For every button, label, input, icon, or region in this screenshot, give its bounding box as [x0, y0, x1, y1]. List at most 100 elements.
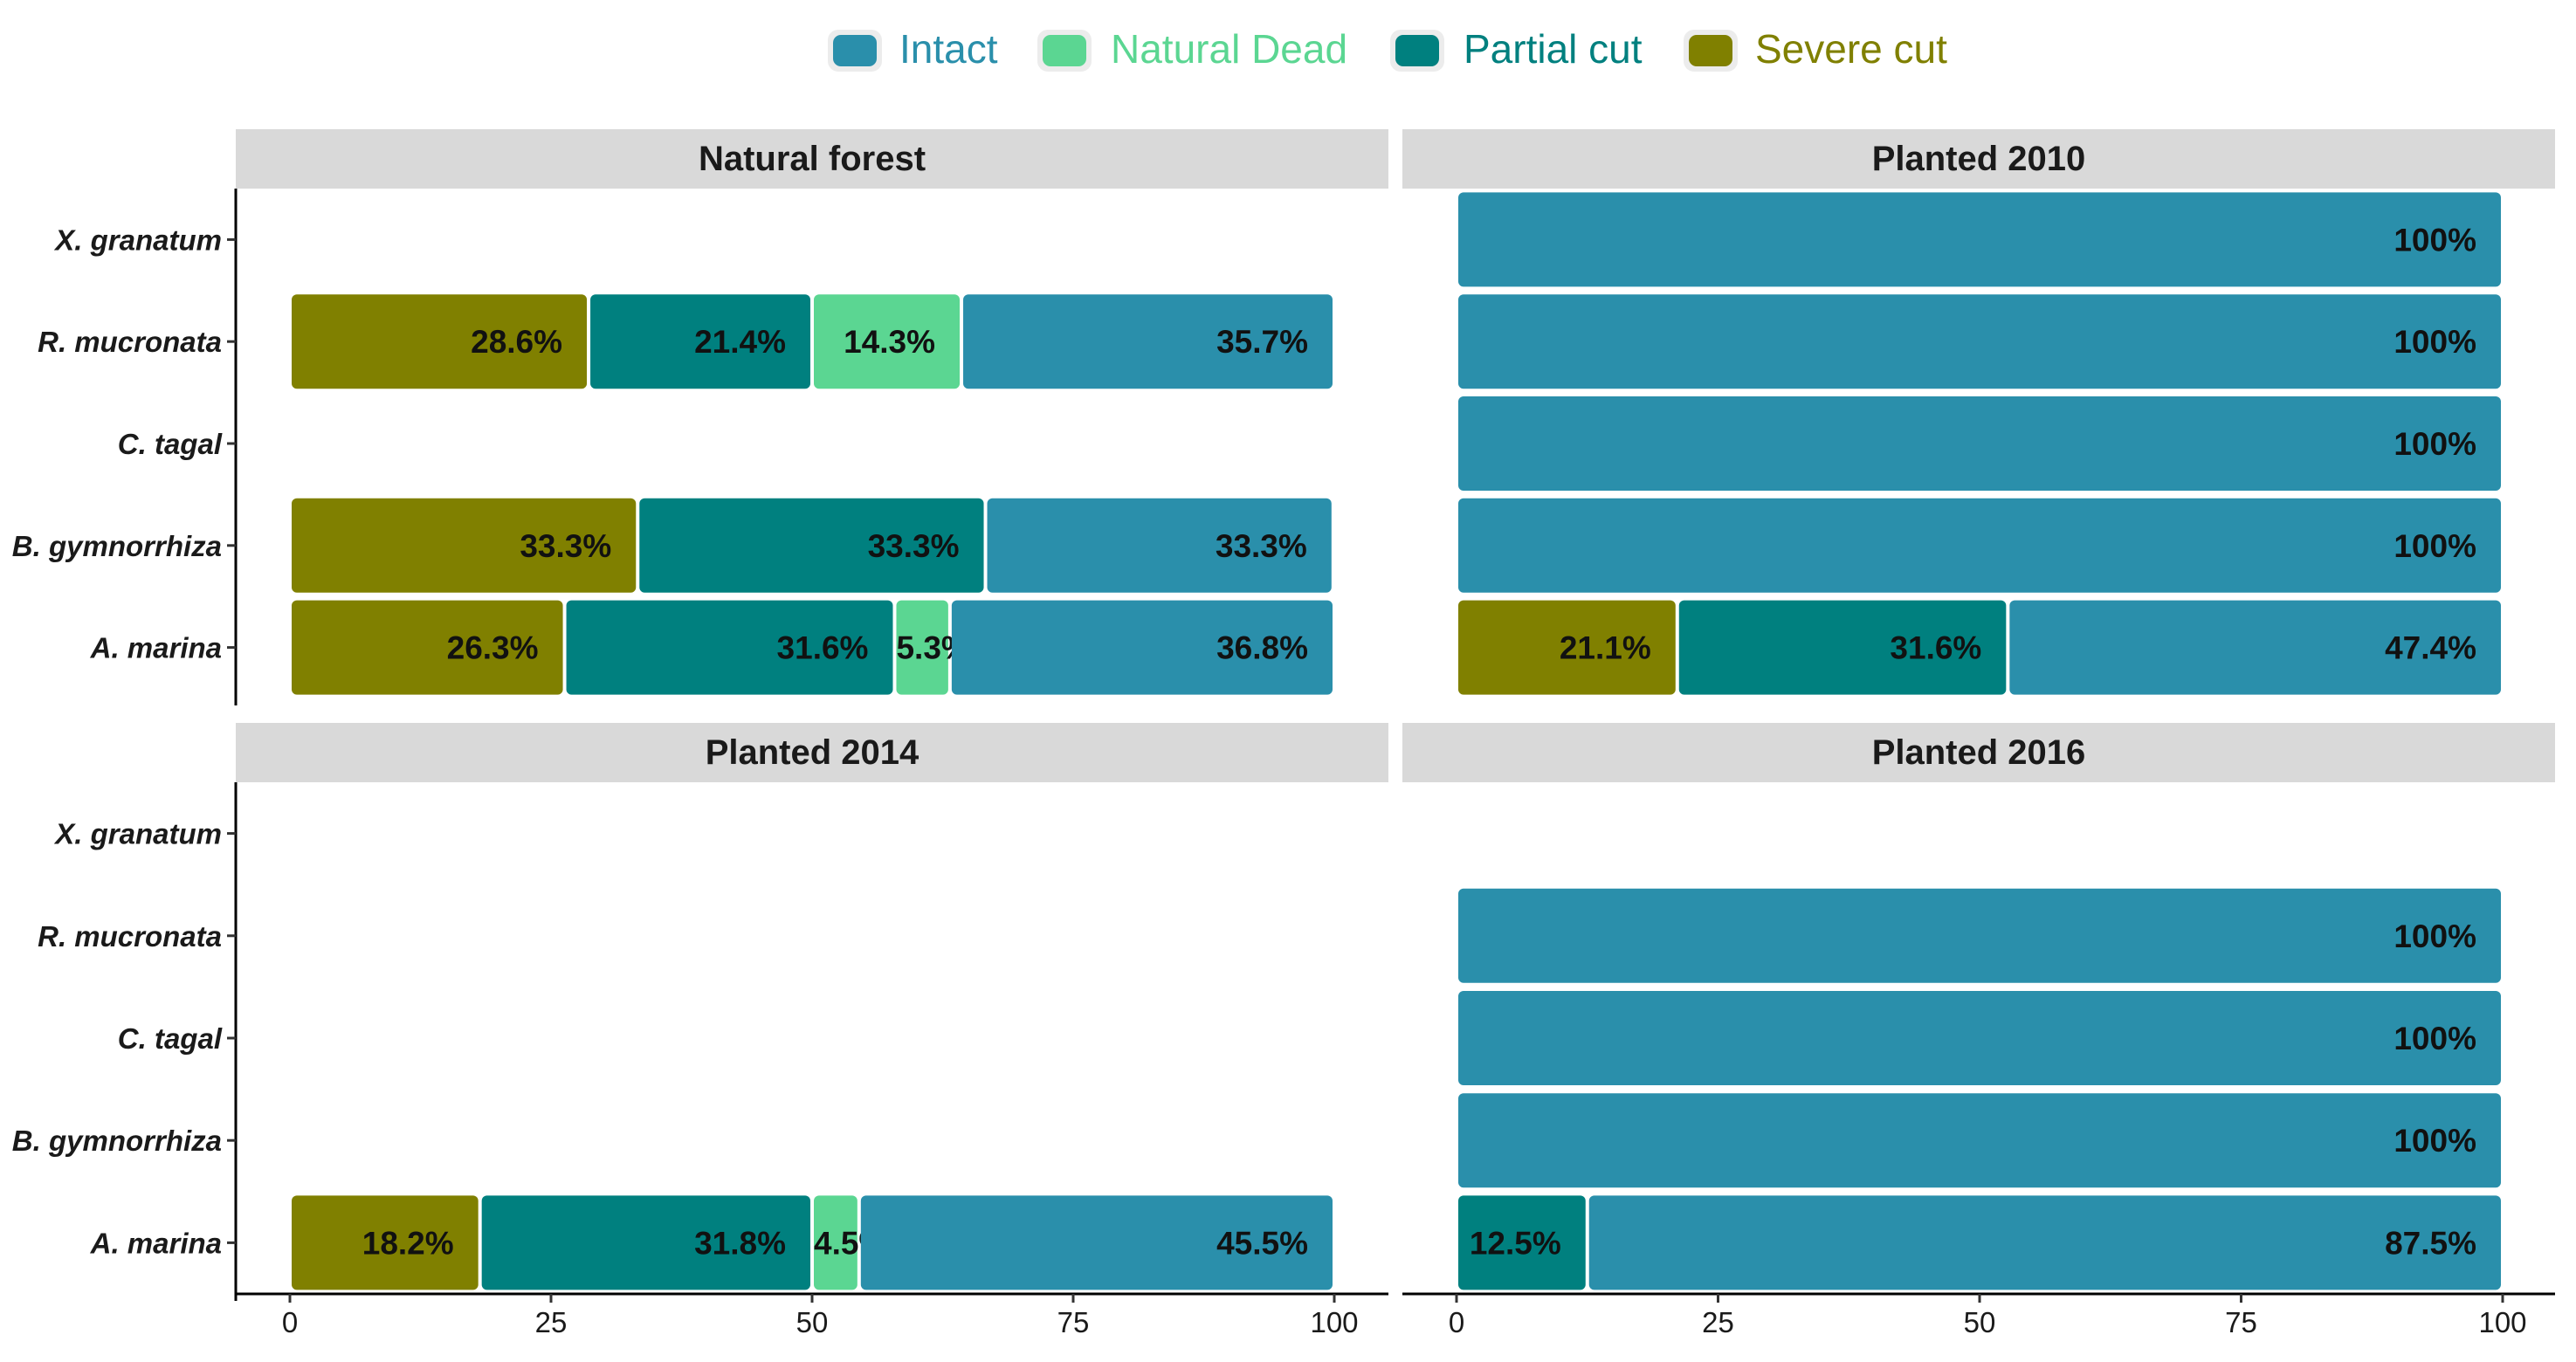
bar-segment-severe [1458, 600, 1676, 695]
bar-value-label: 87.5% [2385, 1225, 2476, 1261]
bar-value-label: 100% [2393, 1021, 2476, 1056]
y-tick-label: R. mucronata [38, 326, 222, 358]
bar-value-label: 21.1% [1560, 630, 1651, 666]
y-tick-label: A. marina [90, 632, 222, 664]
bar-c-tagal: 100% [1458, 991, 2501, 1085]
legend-label-severe-cut: Severe cut [1755, 26, 1947, 72]
y-tick-label: C. tagal [118, 1022, 223, 1055]
legend-swatch-intact [833, 35, 877, 66]
bar-a-marina: 21.1% 31.6% 47.4% [1458, 600, 2501, 695]
bar-value-label: 100% [2393, 324, 2476, 360]
bar-segment-natural [814, 294, 961, 389]
bar-c-tagal: 100% [1458, 396, 2501, 491]
bar-x-granatum: 100% [1458, 192, 2501, 287]
bar-value-label: 14.3% [844, 324, 935, 360]
bar-segment-severe [292, 1195, 479, 1290]
bar-b-gymnorrhiza: 33.3% 33.3% 33.3% [292, 498, 1332, 593]
bar-value-label: 100% [2393, 528, 2476, 564]
legend-swatch-natural-dead [1043, 35, 1086, 66]
bar-value-label: 100% [2393, 222, 2476, 258]
bar-value-label: 35.7% [1216, 324, 1308, 360]
bar-value-label: 100% [2393, 1123, 2476, 1159]
x-tick-label: 75 [1057, 1306, 1090, 1338]
bar-value-label: 33.3% [1216, 528, 1307, 564]
x-tick-label: 50 [796, 1306, 829, 1338]
bar-value-label: 100% [2393, 918, 2476, 954]
x-tick-label: 0 [1449, 1306, 1464, 1338]
bar-value-label: 33.3% [520, 528, 611, 564]
panel-strip [1402, 129, 2555, 189]
bar-segment-intact [1458, 192, 2501, 287]
bar-value-label: 28.6% [471, 324, 562, 360]
bar-r-mucronata: 100% [1458, 294, 2501, 389]
x-tick-label: 25 [1702, 1306, 1734, 1338]
panel-strip [236, 723, 1388, 782]
bar-r-mucronata: 28.6% 21.4% 14.3% 35.7% [292, 294, 1333, 389]
bar-segment-intact [1458, 294, 2501, 389]
panel-planted-2010: Planted 2010 100% 100% 100% 100% 21.1% 31.6% 47… [1402, 129, 2555, 695]
legend-label-natural-dead: Natural Dead [1111, 26, 1347, 72]
panel-title: Natural forest [699, 140, 926, 178]
bar-r-mucronata: 100% [1458, 888, 2501, 983]
bar-segment-intact [1458, 1093, 2501, 1188]
panel-planted-2016: Planted 2016 0 25 50 75 100 100% 100% 100% 12.5% 8… [1402, 723, 2555, 1338]
bar-segment-partial [481, 1195, 810, 1290]
bar-segment-intact [860, 1195, 1333, 1290]
panel-strip [1402, 723, 2555, 782]
bar-segment-natural [814, 1195, 858, 1290]
bar-value-label: 33.3% [868, 528, 960, 564]
bar-segment-partial [1458, 1195, 1586, 1290]
bar-segment-severe [292, 498, 637, 593]
x-tick-label: 25 [535, 1306, 568, 1338]
panel-title: Planted 2010 [1872, 140, 2086, 178]
bar-value-label: 18.2% [362, 1225, 454, 1261]
x-tick-label: 50 [1964, 1306, 1996, 1338]
bar-value-label: 36.8% [1216, 630, 1308, 666]
legend-swatch-partial-cut [1395, 35, 1439, 66]
bar-segment-partial [1678, 600, 2007, 695]
bar-segment-natural [896, 600, 948, 695]
bar-segment-intact [963, 294, 1333, 389]
panel-title: Planted 2014 [706, 733, 920, 772]
bar-segment-intact [1458, 498, 2501, 593]
bar-b-gymnorrhiza: 100% [1458, 1093, 2501, 1188]
bar-segment-intact [1458, 396, 2501, 491]
bar-a-marina: 12.5% 87.5% [1458, 1195, 2501, 1290]
bar-value-label: 31.6% [777, 630, 869, 666]
y-tick-label: X. granatum [53, 818, 222, 850]
panel-strip [236, 129, 1388, 189]
x-tick-label: 0 [282, 1306, 298, 1338]
x-tick-label: 100 [1310, 1306, 1358, 1338]
legend: Intact Natural Dead Partial cut Severe cut [828, 26, 1947, 72]
bar-value-label: 31.8% [694, 1225, 786, 1261]
legend-label-partial-cut: Partial cut [1464, 26, 1643, 72]
panel-planted-2014: Planted 2014 X. granatum R. mucronata C. ta… [12, 723, 1388, 1338]
bar-segment-severe [292, 294, 588, 389]
y-tick-label: C. tagal [118, 428, 223, 460]
bar-segment-partial [639, 498, 984, 593]
bar-segment-intact [2009, 600, 2501, 695]
bar-segment-intact [1458, 888, 2501, 983]
panel-title: Planted 2016 [1872, 733, 2086, 772]
x-tick-label: 100 [2478, 1306, 2526, 1338]
bar-value-label: 47.4% [2385, 630, 2476, 666]
panel-natural-forest: Natural forest X. granatum R. mucronata C. … [12, 129, 1388, 705]
y-tick-label: B. gymnorrhiza [12, 530, 222, 562]
bar-b-gymnorrhiza: 100% [1458, 498, 2501, 593]
y-tick-label: R. mucronata [38, 920, 222, 953]
bar-segment-intact [1588, 1195, 2501, 1290]
bar-value-label: 100% [2393, 426, 2476, 462]
bar-segment-intact [951, 600, 1333, 695]
bar-segment-partial [590, 294, 810, 389]
y-tick-label: X. granatum [53, 224, 222, 256]
legend-label-intact: Intact [899, 26, 998, 72]
legend-swatch-severe-cut [1689, 35, 1732, 66]
y-tick-label: B. gymnorrhiza [12, 1125, 222, 1157]
bar-a-marina: 18.2% 31.8% 4.5% 45.5% [292, 1195, 1333, 1290]
y-tick-label: A. marina [90, 1227, 222, 1259]
bar-segment-intact [987, 498, 1332, 593]
bar-segment-intact [1458, 991, 2501, 1085]
chart-panels: Natural forest X. granatum R. mucronata C. … [12, 129, 2555, 1338]
bar-value-label: 26.3% [447, 630, 539, 666]
